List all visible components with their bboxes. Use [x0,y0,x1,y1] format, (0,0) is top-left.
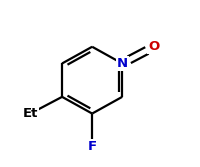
Text: N: N [116,57,127,70]
Text: Et: Et [23,107,38,120]
Text: F: F [87,140,96,153]
Text: O: O [148,40,159,53]
